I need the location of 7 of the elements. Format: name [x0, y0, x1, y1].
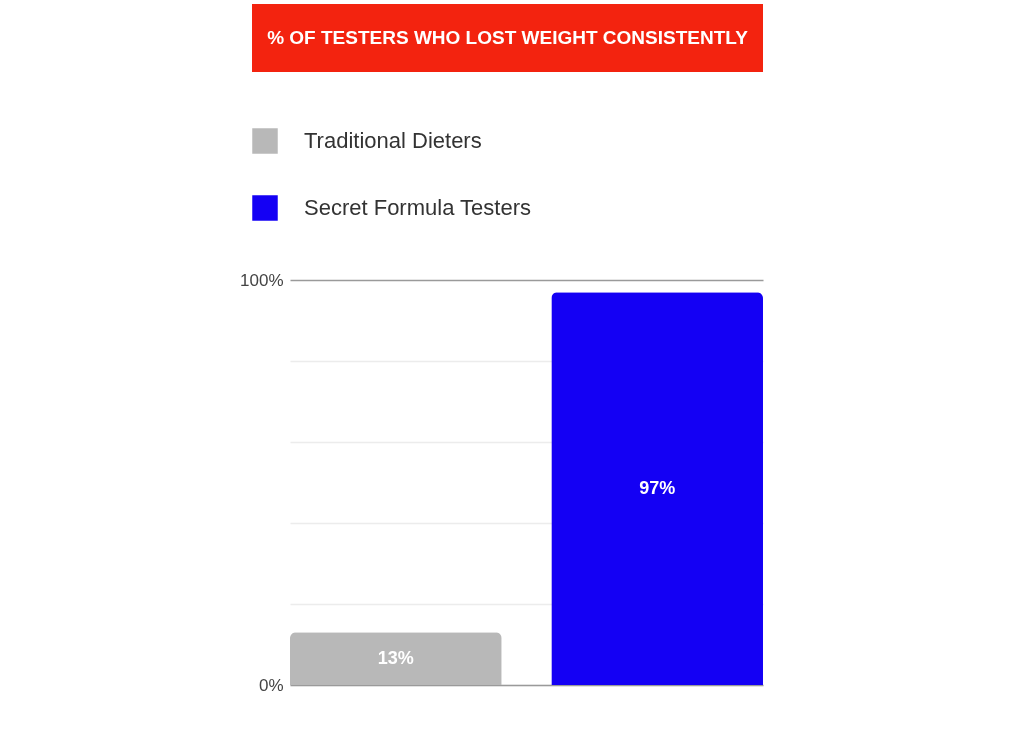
data-label: 13%	[377, 647, 414, 668]
data-label: 97%	[639, 477, 676, 498]
y-tick-label: 0%	[258, 675, 284, 695]
y-tick-label: 100%	[240, 270, 284, 290]
legend-label: Traditional Dieters	[304, 128, 482, 153]
chart-title: % OF TESTERS WHO LOST WEIGHT CONSISTENTLY	[267, 27, 749, 48]
legend-label: Secret Formula Testers	[304, 195, 532, 220]
